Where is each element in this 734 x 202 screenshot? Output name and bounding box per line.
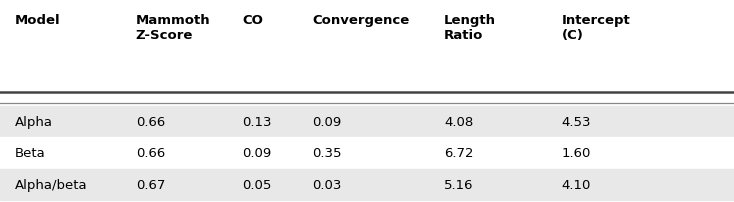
- Bar: [0, 6, 734, 91]
- Text: 0.66: 0.66: [136, 115, 165, 128]
- Text: 0.13: 0.13: [242, 115, 272, 128]
- Text: Alpha/beta: Alpha/beta: [15, 178, 87, 191]
- Text: 0.03: 0.03: [312, 178, 341, 191]
- Text: 6.72: 6.72: [444, 146, 473, 160]
- Text: Length
Ratio: Length Ratio: [444, 14, 496, 42]
- Bar: [0, 106, 734, 137]
- Text: Model: Model: [15, 14, 60, 27]
- Text: 5.16: 5.16: [444, 178, 473, 191]
- Text: 0.35: 0.35: [312, 146, 341, 160]
- Text: Beta: Beta: [15, 146, 46, 160]
- Text: CO: CO: [242, 14, 263, 27]
- Text: 0.67: 0.67: [136, 178, 165, 191]
- Text: Mammoth
Z-Score: Mammoth Z-Score: [136, 14, 211, 42]
- Text: 4.08: 4.08: [444, 115, 473, 128]
- Text: Intercept
(C): Intercept (C): [562, 14, 631, 42]
- Text: 0.05: 0.05: [242, 178, 272, 191]
- Text: 1.60: 1.60: [562, 146, 591, 160]
- Text: 0.09: 0.09: [242, 146, 272, 160]
- Text: 4.53: 4.53: [562, 115, 591, 128]
- Text: 0.66: 0.66: [136, 146, 165, 160]
- Text: 4.10: 4.10: [562, 178, 591, 191]
- Text: Alpha: Alpha: [15, 115, 53, 128]
- Bar: [0, 137, 734, 169]
- Bar: [0, 169, 734, 200]
- Text: 0.09: 0.09: [312, 115, 341, 128]
- Text: Convergence: Convergence: [312, 14, 409, 27]
